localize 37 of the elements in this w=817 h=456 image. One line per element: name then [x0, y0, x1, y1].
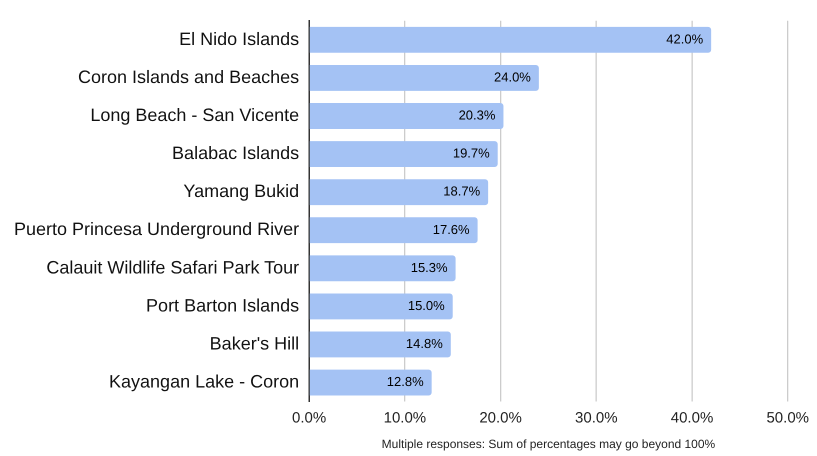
- data-label: 12.8%: [386, 374, 424, 390]
- x-tick-label: 30.0%: [575, 410, 618, 427]
- data-label: 42.0%: [666, 31, 704, 46]
- x-tick-label: 0.0%: [292, 410, 326, 427]
- x-axis-title: Multiple responses: Sum of percentages may go beyond 100%: [382, 437, 716, 452]
- bar: [310, 217, 478, 244]
- x-tick-label: 40.0%: [670, 410, 714, 427]
- bar: [310, 64, 539, 91]
- y-tick-label: Balabac Islands: [172, 143, 300, 164]
- x-tick-label: 20.0%: [479, 410, 522, 427]
- y-tick-label: Coron Islands and Beaches: [78, 66, 300, 87]
- data-label: 15.0%: [408, 298, 446, 313]
- bar: [310, 141, 498, 168]
- y-tick-label: Yamang Bukid: [183, 181, 300, 202]
- data-label: 18.7%: [443, 184, 481, 199]
- bar: [310, 103, 504, 129]
- data-label: 20.3%: [458, 108, 496, 123]
- bar: [310, 370, 432, 396]
- data-label: 24.0%: [494, 70, 532, 84]
- data-label: 14.8%: [406, 336, 444, 352]
- bar: [310, 255, 456, 282]
- y-tick-label: Long Beach - San Vicente: [90, 104, 300, 125]
- x-tick-label: 50.0%: [766, 410, 810, 427]
- y-tick-label: Puerto Princesa Underground River: [14, 219, 300, 240]
- data-label: 19.7%: [452, 146, 490, 161]
- y-tick-label: Calauit Wildlife Safari Park Tour: [46, 257, 300, 278]
- y-tick-label: Baker's Hill: [210, 333, 300, 354]
- bar: [310, 26, 712, 53]
- data-label: 15.3%: [410, 260, 448, 275]
- y-tick-label: El Nido Islands: [179, 28, 300, 49]
- x-tick-label: 10.0%: [384, 410, 426, 427]
- bar: [310, 293, 453, 320]
- y-tick-label: Kayangan Lake - Coron: [109, 372, 300, 392]
- bar: [310, 179, 488, 206]
- bar: [310, 332, 451, 358]
- y-tick-label: Port Barton Islands: [146, 295, 300, 316]
- data-label: 17.6%: [432, 222, 470, 237]
